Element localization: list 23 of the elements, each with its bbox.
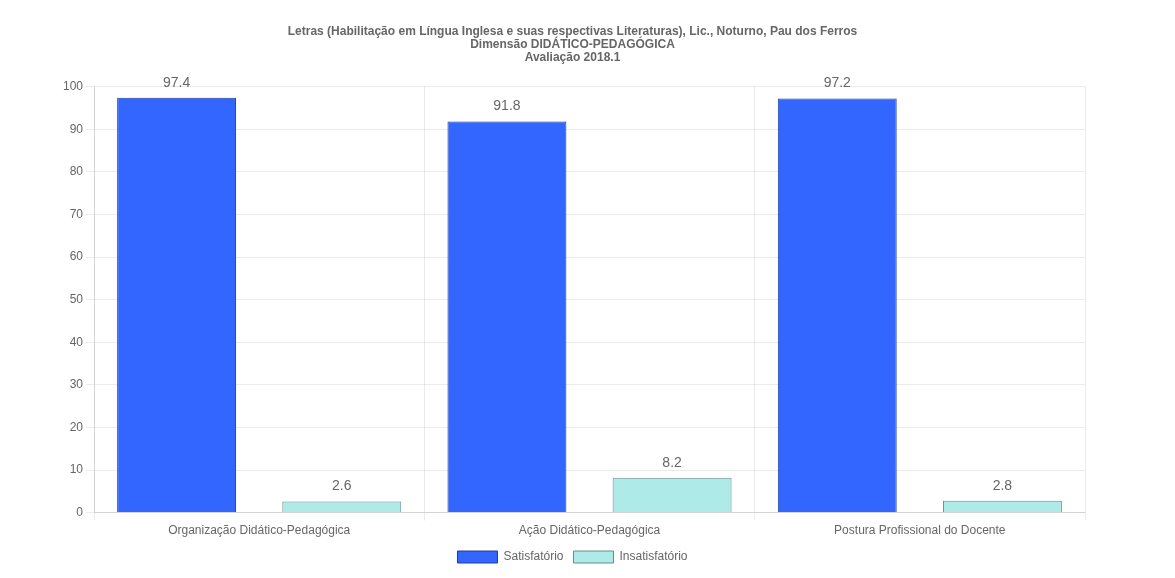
y-tick-label: 80 [69,164,84,179]
legend-label: Satisfatório [503,549,564,564]
data-label: 2.6 [332,477,352,494]
y-tick-label: 30 [69,377,84,392]
chart-title: Letras (Habilitação em Língua Inglesa e suas respectivas Literaturas), Lic., Noturno, Pau dos Ferros [287,23,858,38]
x-tick-label: Postura Profissional do Docente [834,523,1006,538]
legend-label: Insatisfatório [619,549,688,564]
y-tick-label: 0 [76,504,84,519]
y-tick-label: 90 [69,121,84,136]
data-label: 97.2 [823,74,852,91]
data-label: 91.8 [493,97,521,114]
y-tick-label: 20 [69,419,84,434]
x-tick-label: Ação Didático-Pedagógica [518,523,661,538]
y-tick-label: 70 [69,206,84,221]
data-label: 8.2 [662,453,683,470]
y-tick-label: 60 [69,249,84,264]
y-tick-label: 10 [69,462,84,477]
data-label: 2.8 [992,476,1013,493]
x-tick-label: Organização Didático-Pedagógica [168,523,351,538]
y-tick-label: 40 [69,334,84,349]
data-label: 97.4 [162,73,191,90]
y-tick-label: 100 [62,78,84,93]
y-tick-label: 50 [69,291,84,306]
